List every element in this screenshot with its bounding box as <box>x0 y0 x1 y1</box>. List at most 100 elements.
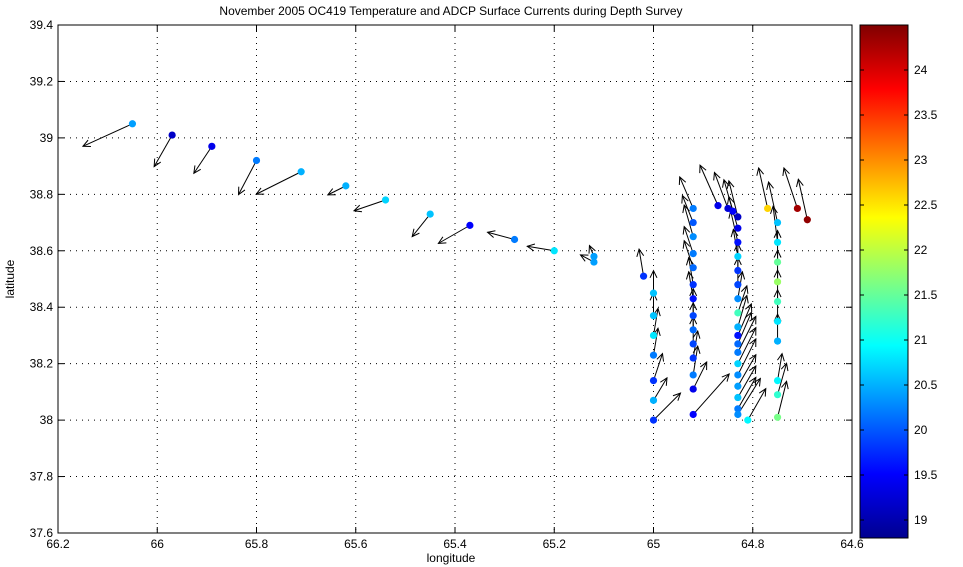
current-vector-head <box>781 380 789 390</box>
temperature-point <box>342 182 350 190</box>
current-vector <box>777 381 788 418</box>
temperature-point <box>734 295 742 303</box>
current-vector-head <box>437 236 447 244</box>
temperature-point <box>773 238 782 246</box>
current-vector-head <box>766 180 774 190</box>
current-vector-head <box>773 288 782 298</box>
colorbar-ticks: 19 19.5 20 20.5 21 21.5 22 22.5 23 23.5 24 <box>860 63 938 527</box>
temperature-point <box>734 281 742 289</box>
temperature-point <box>734 382 742 390</box>
y-tick-label: 38.6 <box>30 244 54 258</box>
current-vector-head <box>758 387 767 397</box>
current-vector-head <box>81 139 91 147</box>
current-vector <box>487 231 515 240</box>
temperature-point <box>773 377 782 385</box>
current-vector <box>688 257 694 285</box>
current-vector <box>737 285 748 314</box>
current-vector-head <box>713 171 721 181</box>
current-vector <box>653 308 659 336</box>
current-vector <box>737 295 748 328</box>
temperature-point <box>689 371 697 379</box>
colorbar-tick-label: 21.5 <box>914 288 938 302</box>
current-vector-head <box>756 166 764 176</box>
current-vector <box>353 199 386 212</box>
grid <box>58 25 852 533</box>
temperature-point <box>773 337 782 345</box>
temperature-point <box>590 252 598 261</box>
y-axis-ticks: 37.6 37.8 38 38.2 38.4 38.6 38.8 39 39.2 39.4 <box>30 18 852 540</box>
temperature-point <box>252 156 261 165</box>
temperature-point <box>649 331 658 340</box>
y-tick-label: 38.2 <box>30 357 54 371</box>
temperature-point <box>734 252 742 261</box>
current-vector-head <box>153 158 162 168</box>
current-vector-head <box>685 256 694 266</box>
current-vector <box>783 167 798 209</box>
current-vector <box>768 181 779 223</box>
current-vector <box>653 353 663 381</box>
current-vector-head <box>753 377 761 387</box>
current-vector <box>797 179 808 220</box>
current-vector-head <box>770 205 778 215</box>
temperature-point <box>773 413 782 421</box>
colorbar-tick-label: 20 <box>914 423 928 437</box>
y-tick-label: 37.8 <box>30 470 54 484</box>
current-vector-head <box>692 345 701 354</box>
colorbar-tick-label: 19.5 <box>914 468 938 482</box>
current-vector-head <box>411 228 420 238</box>
temperature-point <box>734 393 742 402</box>
current-vector <box>777 353 783 381</box>
current-vector <box>679 176 694 209</box>
current-vector-head <box>526 243 536 252</box>
colorbar-tick-label: 22.5 <box>914 198 938 212</box>
temperature-point <box>689 204 697 213</box>
y-axis-label: latitude <box>3 259 17 298</box>
current-vector-head <box>636 248 645 257</box>
temperature-point <box>381 196 390 204</box>
x-tick-label: 64.6 <box>840 537 864 551</box>
current-vector <box>737 316 757 353</box>
temperature-point <box>208 142 216 150</box>
temperature-point <box>649 396 658 404</box>
x-tick-label: 66 <box>151 537 165 551</box>
current-vector-head <box>721 373 730 382</box>
temperature-point <box>689 250 697 258</box>
current-vector-head <box>740 284 749 294</box>
current-vector <box>758 167 769 209</box>
colorbar-tick-label: 22 <box>914 243 928 257</box>
current-vector <box>527 245 555 252</box>
current-vector-head <box>649 269 658 279</box>
current-vector-head <box>681 194 689 204</box>
temperature-point <box>734 238 742 246</box>
x-tick-label: 65.6 <box>344 537 368 551</box>
current-vector <box>82 123 133 147</box>
temperature-point <box>689 410 697 419</box>
current-vector <box>713 172 729 209</box>
temperature-point <box>689 295 697 303</box>
current-vector-head <box>773 268 782 278</box>
current-vector-head <box>699 164 707 174</box>
temperature-point <box>297 168 305 176</box>
current-vector-head <box>193 165 201 175</box>
temperature-point <box>773 391 782 399</box>
temperature-point <box>773 297 782 306</box>
colorbar-tick-label: 20.5 <box>914 378 938 392</box>
current-vector-head <box>748 353 757 363</box>
temperature-point <box>734 323 742 331</box>
current-vector-head <box>682 204 690 214</box>
current-vector-head <box>579 254 589 262</box>
temperature-point <box>773 218 782 227</box>
temperature-point <box>773 278 782 286</box>
temperature-point <box>773 258 782 266</box>
current-vector-head <box>782 166 790 176</box>
current-vector-head <box>727 195 735 205</box>
temperature-point <box>128 120 137 128</box>
current-vector-head <box>700 361 708 371</box>
current-vector <box>730 210 739 243</box>
temperature-point <box>689 312 697 320</box>
current-vector <box>737 365 757 398</box>
y-tick-label: 38 <box>40 413 54 427</box>
temperature-point <box>510 235 519 244</box>
current-vector-head <box>352 204 363 213</box>
